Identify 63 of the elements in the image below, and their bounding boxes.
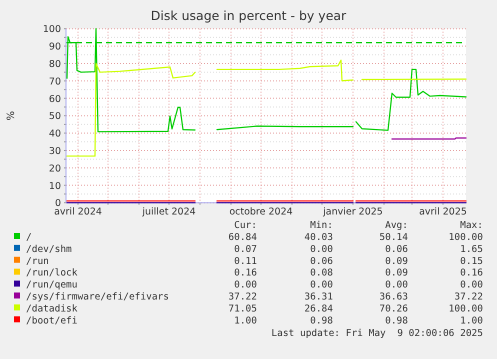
text: 60.84 — [228, 232, 258, 243]
text: 0.06 — [385, 244, 408, 255]
text: 70.26 — [379, 303, 408, 314]
legend-label: /dev/shm — [26, 244, 72, 255]
y-tick-label: 70 — [48, 76, 61, 88]
y-tick-label: 30 — [48, 146, 61, 157]
text: Avg: — [385, 220, 408, 232]
text: 37.22 — [454, 292, 483, 302]
legend-label: / — [26, 232, 32, 243]
text: 50.14 — [379, 232, 408, 243]
text: 0.09 — [385, 256, 408, 267]
text: 0.16 — [234, 268, 258, 279]
text: 71.05 — [228, 303, 257, 314]
text: 0.00 — [385, 280, 408, 291]
x-tick-label: janvier 2025 — [322, 206, 383, 218]
chart-title: Disk usage in percent - by year — [150, 8, 348, 23]
text: 37.22 — [228, 292, 257, 302]
legend-label: /sys/firmware/efi/efivars — [26, 292, 169, 302]
text: 0.00 — [310, 244, 334, 255]
y-tick-label: 80 — [48, 59, 61, 70]
text: 0.11 — [234, 256, 258, 267]
text: 0.15 — [460, 256, 483, 267]
text: 0.00 — [460, 280, 484, 291]
x-tick-label: avril 2025 — [419, 206, 467, 218]
text: 100.00 — [448, 303, 484, 314]
text: 1.00 — [460, 315, 484, 326]
x-tick-label: octobre 2024 — [229, 206, 293, 218]
y-tick-label: 90 — [48, 42, 61, 53]
legend-label: /boot/efi — [26, 315, 78, 326]
text: 0.00 — [234, 280, 258, 291]
text: Max: — [460, 220, 483, 232]
legend-label: /run — [26, 256, 49, 267]
y-tick-label: 20 — [48, 163, 61, 174]
y-tick-label: 100 — [42, 24, 61, 36]
y-tick-label: 50 — [48, 111, 61, 122]
text: 26.84 — [304, 303, 334, 314]
x-tick-label: juillet 2024 — [141, 206, 196, 218]
text: 1.00 — [234, 315, 258, 326]
text: Min: — [310, 220, 333, 232]
text: Last update: Fri May 9 02:00:06 2025 — [271, 328, 483, 340]
y-tick-label: 40 — [48, 128, 61, 140]
legend-label: /run/lock — [26, 268, 78, 279]
legend-label: /run/qemu — [26, 280, 78, 291]
text: 0.00 — [310, 280, 334, 291]
legend-label: /datadisk — [26, 303, 78, 314]
y-tick-label: 0 — [54, 198, 61, 210]
text: 0.09 — [385, 268, 408, 279]
text: 0.16 — [460, 268, 484, 279]
text: 0.06 — [310, 256, 334, 267]
text: 0.07 — [234, 244, 257, 255]
text: 0.08 — [310, 268, 334, 279]
y-tick-label: 60 — [48, 94, 61, 105]
x-tick-label: avril 2024 — [54, 206, 102, 218]
text: 0.98 — [310, 315, 334, 326]
text: 0.98 — [385, 315, 408, 326]
text: 36.63 — [379, 292, 408, 302]
text: 36.31 — [304, 292, 334, 302]
text: 100.00 — [448, 232, 484, 243]
text: Cur: — [234, 220, 257, 232]
text: 1.65 — [460, 244, 483, 255]
y-tick-label: 10 — [48, 180, 61, 192]
text: 40.03 — [304, 232, 333, 243]
y-axis-title: % — [6, 110, 17, 120]
